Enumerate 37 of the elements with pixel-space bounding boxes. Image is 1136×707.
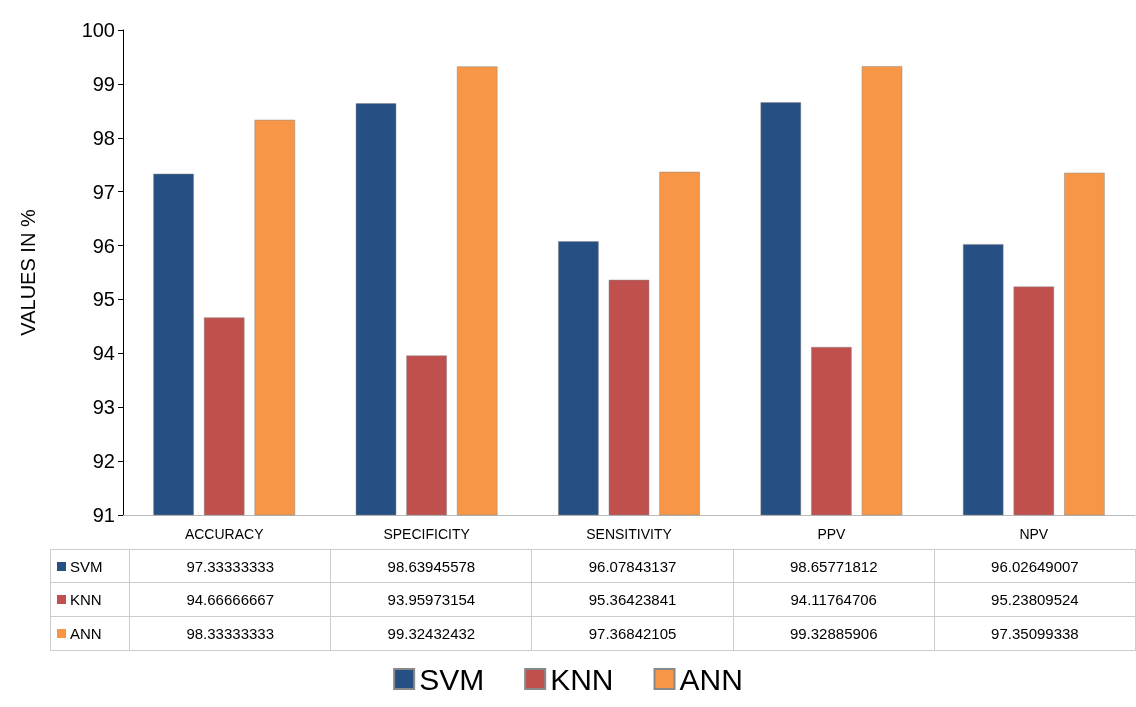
y-tick-label: 100 [81,19,115,41]
y-tick-label: 95 [92,288,115,311]
data-label: 93.95973154 [331,583,533,616]
data-label: 98.63945578 [331,550,533,582]
y-axis-title: VALUES IN % [17,209,39,336]
data-label: 95.36423841 [532,583,734,616]
y-tick-label: 96 [92,234,115,257]
y-tick-label: 97 [92,180,115,203]
x-tick-label: PPV [817,526,847,542]
x-tick-label: SENSITIVITY [586,526,673,542]
y-tick-label: 98 [92,126,115,149]
text: KNN [550,662,614,696]
y-tick-label: 91 [92,504,115,526]
data-label: 97.36842105 [532,617,734,650]
data-label: 96.07843137 [532,550,734,582]
text: SVM [419,662,485,696]
x-tick-label: SPECIFICITY [383,526,471,542]
data-label: 98.65771812 [733,550,935,582]
data-label: 97.35099338 [934,617,1136,650]
data-label: 96.02649007 [934,550,1136,582]
data-label: 95.23809524 [934,583,1136,616]
y-tick-label: 93 [92,396,115,419]
data-label: 94.66666667 [130,583,332,616]
x-tick-label: NPV [1019,526,1049,542]
legend-label: ANN [679,662,743,696]
data-label: 99.32432432 [331,617,533,650]
x-tick-label: ACCURACY [184,526,265,542]
data-label: 99.32885906 [733,617,935,650]
y-tick-label: 92 [92,450,115,473]
data-label: 98.33333333 [130,617,332,650]
legend-label: KNN [70,591,102,608]
y-tick-label: 94 [92,342,115,365]
data-label: 94.11764706 [733,583,935,616]
text: ANN [70,625,102,642]
data-label: 97.33333333 [130,550,332,582]
legend-label: SVM [70,557,103,575]
y-tick-label: 99 [92,72,115,95]
